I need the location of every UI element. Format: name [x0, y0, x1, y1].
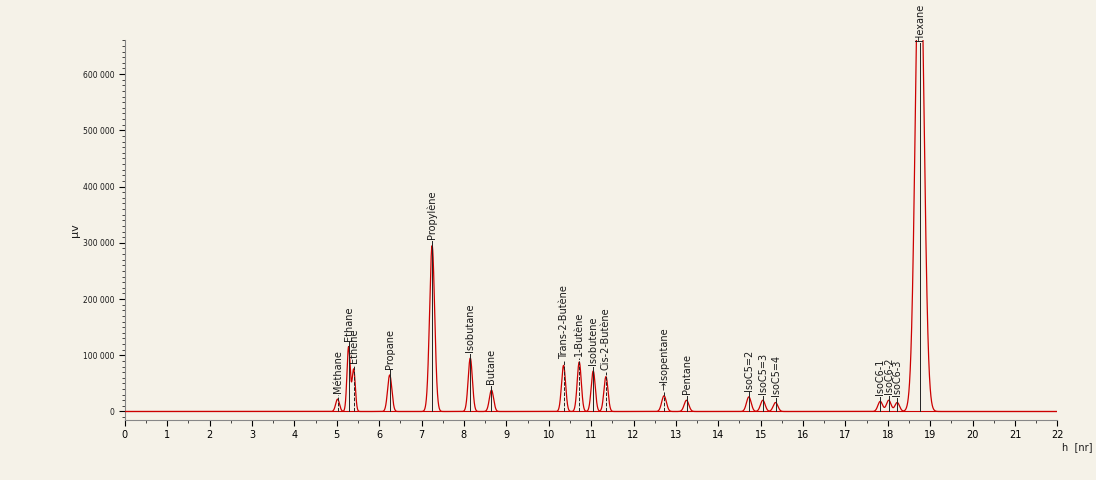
Text: Butane: Butane: [487, 349, 496, 384]
Text: →Isopentane: →Isopentane: [659, 327, 669, 390]
Text: Pentane: Pentane: [682, 354, 692, 394]
Text: Propylène: Propylène: [426, 191, 437, 240]
Text: Trans-2-Butène: Trans-2-Butène: [559, 285, 569, 359]
Text: IsoC5=4: IsoC5=4: [770, 355, 780, 396]
Text: h  [nr]: h [nr]: [1062, 443, 1093, 453]
Text: IsoC6-1: IsoC6-1: [876, 359, 886, 395]
Y-axis label: μv: μv: [70, 223, 80, 237]
Text: Ethène: Ethène: [349, 329, 358, 363]
Text: Méthane: Méthane: [332, 350, 343, 393]
Text: Hexane: Hexane: [915, 4, 925, 41]
Text: IsoC5=2: IsoC5=2: [744, 349, 754, 391]
Text: Propane: Propane: [385, 329, 395, 369]
Text: Cis-2-Butène: Cis-2-Butène: [601, 308, 610, 371]
Text: Ethane: Ethane: [344, 306, 354, 341]
Text: Isobutane: Isobutane: [466, 303, 476, 352]
Text: IsoC6-3: IsoC6-3: [892, 360, 902, 396]
Text: 1-Butène: 1-Butène: [574, 312, 584, 356]
Text: IsoC6-2: IsoC6-2: [883, 358, 893, 394]
Text: IsoC5=3: IsoC5=3: [757, 353, 768, 394]
Text: Isobutene: Isobutene: [589, 316, 598, 365]
